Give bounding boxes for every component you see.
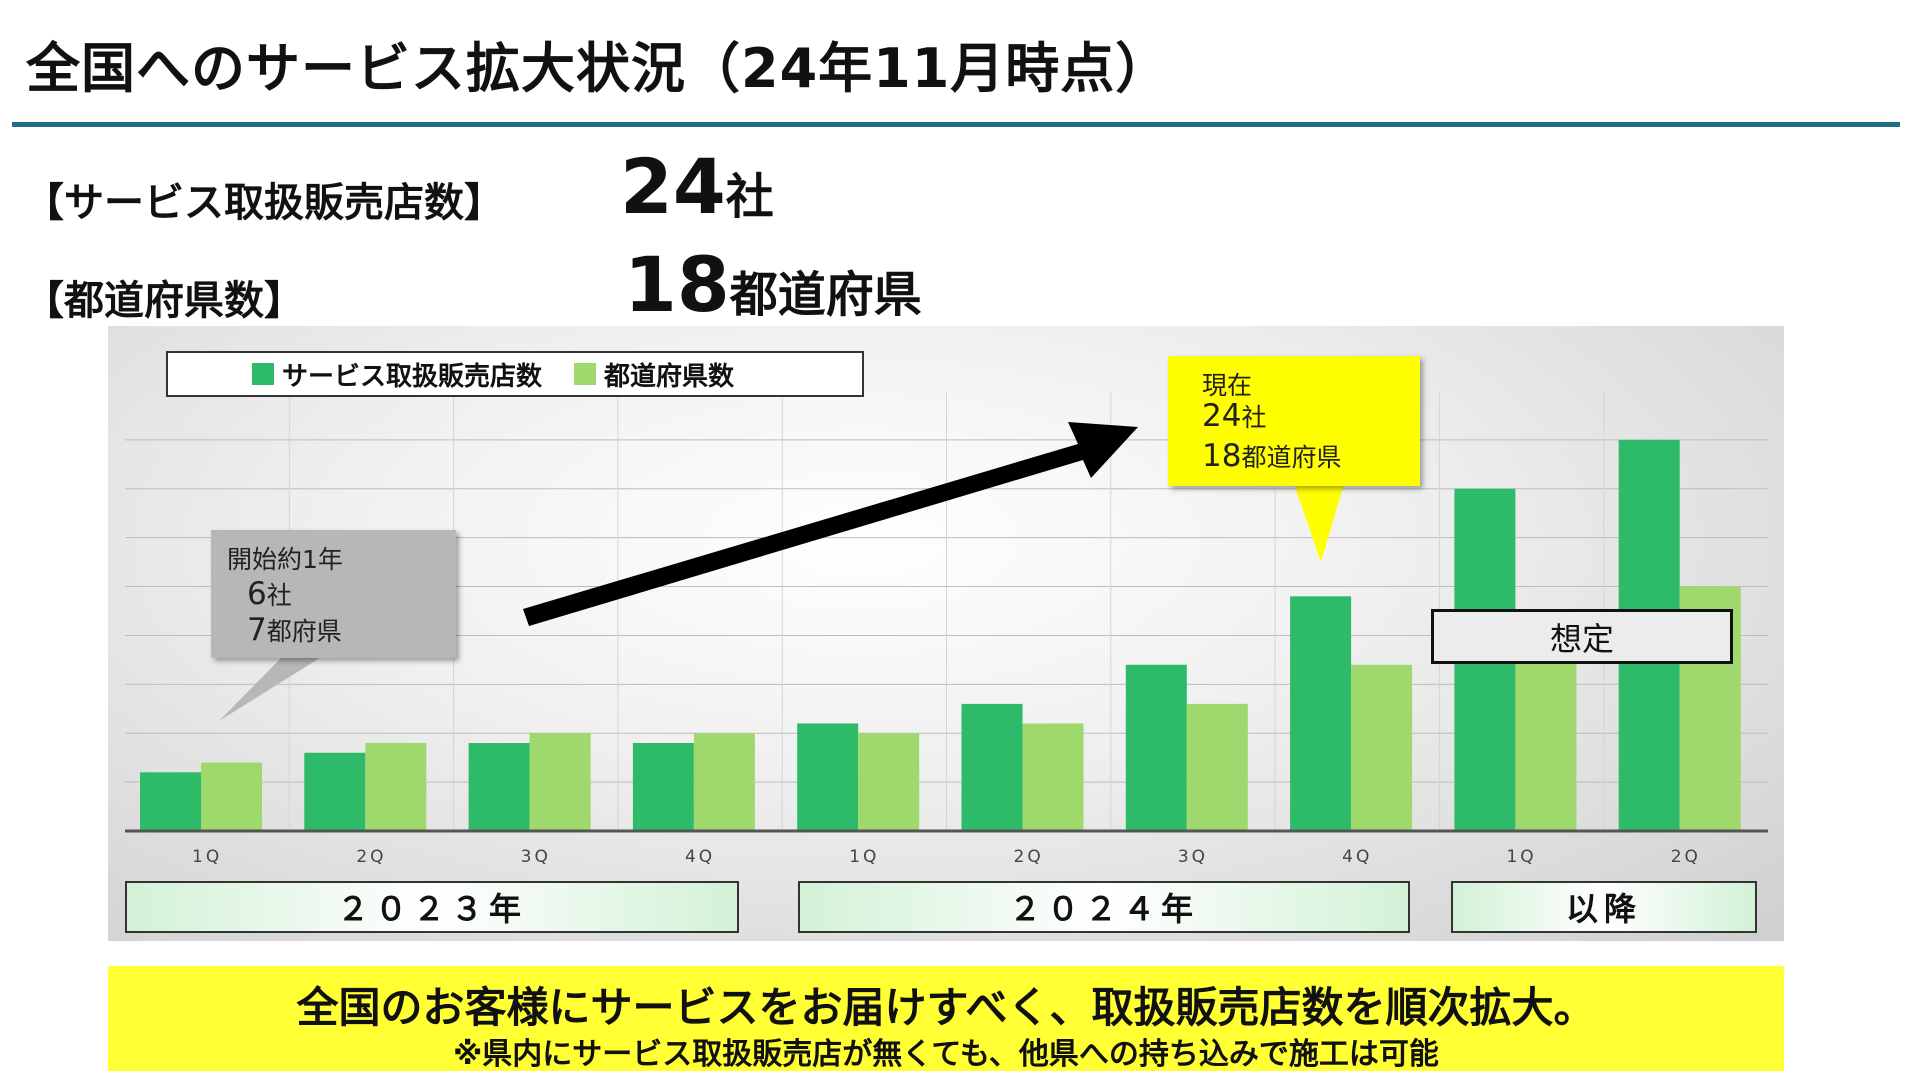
current-dealers-unit: 社 <box>1241 403 1267 432</box>
bar-prefectures <box>529 733 591 831</box>
x-tick-label: 4Q <box>685 847 715 867</box>
bar-prefectures <box>693 733 755 831</box>
current-callout-title: 現在 <box>1202 371 1253 400</box>
year-group-2023: ２０２３年 <box>125 881 739 933</box>
year-group-later: 以降 <box>1451 881 1757 933</box>
bar-prefectures <box>858 733 920 831</box>
bar-dealers <box>304 752 366 831</box>
start-callout-dealers: 6社 <box>247 576 292 612</box>
dealer-count-value: 24社 <box>620 142 774 231</box>
start-callout-prefectures: 7都府県 <box>247 612 342 648</box>
bar-prefectures <box>1351 664 1413 831</box>
legend-item-dealers: サービス取扱販売店数 <box>252 356 542 393</box>
banner-main-text: 全国のお客様にサービスをお届けすべく、取扱販売店数を順次拡大。 <box>296 983 1596 1032</box>
dealer-count-unit: 社 <box>725 169 774 225</box>
start-prefectures-number: 7 <box>247 612 267 648</box>
bar-dealers <box>632 743 694 831</box>
bar-dealers <box>1125 664 1187 831</box>
title-divider <box>12 122 1900 127</box>
start-callout: 開始約1年 6社 7都府県 <box>211 530 456 658</box>
bar-chart: 1Q 2Q 3Q 4Q 1Q 2Q 3Q 4Q 1Q 2Q サービス取扱販売店数 都道府県数 開始… <box>108 326 1784 941</box>
bar-prefectures <box>365 743 427 831</box>
legend-label-dealers: サービス取扱販売店数 <box>282 361 543 392</box>
legend-label-prefectures: 都道府県数 <box>604 361 735 392</box>
bar-prefectures <box>1022 723 1084 831</box>
legend-swatch-prefectures <box>574 363 597 385</box>
bar-dealers <box>797 723 859 831</box>
current-callout-dealers: 24社 <box>1202 398 1266 434</box>
year-group-2024: ２０２４年 <box>798 881 1410 933</box>
chart-canvas: 1Q 2Q 3Q 4Q 1Q 2Q 3Q 4Q 1Q 2Q <box>125 391 1768 867</box>
prefecture-count-number: 18 <box>624 240 730 329</box>
start-prefectures-unit: 都府県 <box>266 617 342 646</box>
legend-item-prefectures: 都道府県数 <box>574 356 734 393</box>
x-tick-label: 2Q <box>356 847 386 867</box>
growth-arrow-icon <box>523 422 1138 626</box>
prefecture-count-unit: 都道府県 <box>729 267 922 323</box>
current-dealers-number: 24 <box>1202 398 1242 434</box>
x-tick-label: 3Q <box>1178 847 1208 867</box>
x-tick-label: 1Q <box>849 847 879 867</box>
prefecture-count-label: 【都道府県数】 <box>24 278 304 324</box>
current-prefectures-unit: 都道府県 <box>1241 443 1342 472</box>
bar-dealers <box>468 743 530 831</box>
x-tick-label: 4Q <box>1342 847 1372 867</box>
forecast-label: 想定 <box>1431 609 1733 664</box>
banner-note-text: ※県内にサービス取扱販売店が無くても、他県への持ち込みで施工は可能 <box>453 1037 1439 1072</box>
x-tick-label: 2Q <box>1671 847 1701 867</box>
x-tick-label: 3Q <box>521 847 551 867</box>
start-dealers-number: 6 <box>247 576 267 612</box>
bar-dealers <box>1290 596 1352 831</box>
x-tick-label: 1Q <box>1506 847 1536 867</box>
start-callout-pointer <box>219 656 323 721</box>
start-dealers-unit: 社 <box>266 581 292 610</box>
summary-banner: 全国のお客様にサービスをお届けすべく、取扱販売店数を順次拡大。 ※県内にサービス… <box>108 966 1784 1072</box>
current-prefectures-number: 18 <box>1202 438 1242 474</box>
x-tick-label: 1Q <box>192 847 222 867</box>
legend-swatch-dealers <box>252 363 274 385</box>
prefecture-count-value: 18都道府県 <box>624 240 922 329</box>
bar-dealers <box>961 703 1023 831</box>
x-tick-label: 2Q <box>1014 847 1044 867</box>
current-callout: 現在 24社 18都道府県 <box>1168 356 1420 486</box>
dealer-count-label: 【サービス取扱販売店数】 <box>24 180 504 226</box>
bar-prefectures <box>201 762 262 831</box>
start-callout-title: 開始約1年 <box>227 545 343 574</box>
bar-prefectures <box>1186 703 1248 831</box>
bar-dealers <box>140 772 201 831</box>
current-callout-pointer <box>1294 484 1344 562</box>
chart-legend: サービス取扱販売店数 都道府県数 <box>166 351 864 397</box>
dealer-count-number: 24 <box>620 142 726 231</box>
current-callout-prefectures: 18都道府県 <box>1202 438 1341 474</box>
page-title: 全国へのサービス拡大状況（24年11月時点） <box>26 37 1171 100</box>
